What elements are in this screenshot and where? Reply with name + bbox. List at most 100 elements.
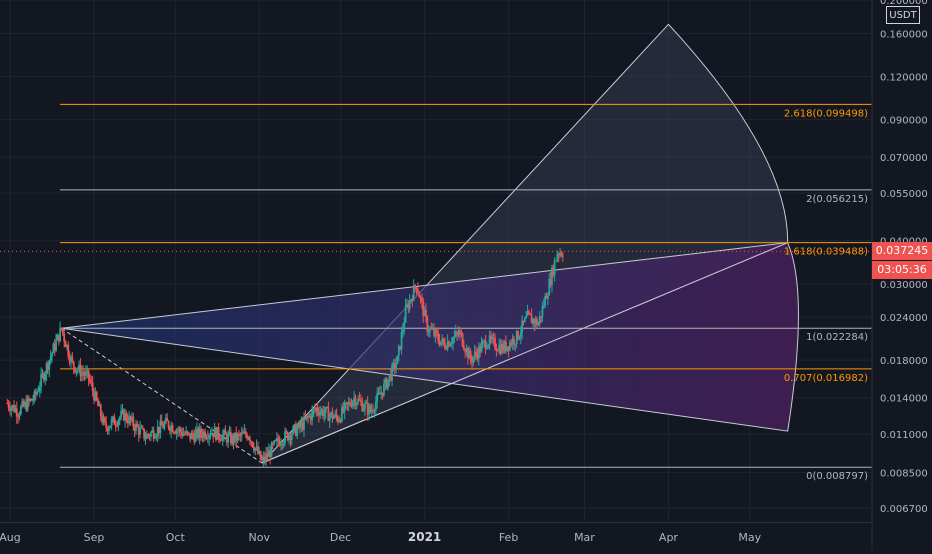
y-axis-tick-label: 0.160000 (880, 29, 928, 40)
candle-body (392, 363, 395, 366)
candle-body (391, 365, 393, 381)
candle-body (518, 336, 521, 339)
candle-body (387, 379, 389, 389)
candle-body (118, 417, 121, 421)
candle-body (510, 342, 513, 345)
fib-level-label: 0.707(0.016982) (784, 373, 868, 384)
candle-body (174, 432, 177, 434)
candle-body (288, 435, 290, 440)
fib-level-label: 2(0.056215) (806, 194, 868, 205)
candle-body (289, 435, 292, 440)
candle-body (71, 356, 74, 362)
candle-body (399, 346, 402, 350)
candle-body (227, 434, 230, 443)
candles (6, 247, 564, 468)
candle-body (128, 416, 131, 424)
candle-body (324, 407, 327, 413)
candle-body (452, 337, 454, 344)
candle-body (105, 422, 108, 428)
candle-body (17, 416, 20, 418)
candle-body (173, 432, 175, 434)
candle-body (122, 409, 125, 421)
candle-body (415, 287, 418, 290)
candle-body (492, 337, 495, 339)
y-axis-tick-label: 0.055000 (880, 189, 928, 200)
candle-body (102, 417, 105, 423)
candle-body (68, 356, 71, 363)
candle-body (124, 413, 127, 421)
candle-body (426, 316, 429, 332)
candle-body (396, 355, 399, 364)
candle-body (441, 338, 444, 342)
candle-body (108, 427, 110, 432)
candle-body (13, 405, 15, 412)
candle-body (32, 400, 34, 402)
candle-body (560, 253, 563, 256)
candle-body (341, 407, 343, 422)
candle-body (364, 403, 366, 409)
candle-body (193, 435, 196, 442)
candle-body (76, 369, 79, 371)
candle-body (270, 443, 273, 458)
candle-body (70, 356, 72, 363)
candle-body (311, 410, 314, 420)
candle-body (59, 327, 62, 342)
candle-body (319, 411, 322, 416)
fib-level-label: 1.618(0.039488) (784, 247, 868, 258)
candle-body (347, 402, 350, 404)
grid (0, 0, 872, 522)
candle-body (152, 430, 155, 439)
candle-body (51, 353, 53, 357)
candle-body (316, 407, 319, 413)
candle-body (372, 409, 374, 412)
candle-body (357, 399, 360, 404)
fib-speed-fan[interactable] (61, 23, 799, 464)
candle-body (453, 335, 456, 338)
candle-body (66, 344, 68, 348)
candle-body (381, 392, 384, 396)
candle-body (313, 409, 316, 411)
candle-body (205, 437, 208, 439)
candle-body (515, 330, 518, 344)
candle-body (197, 428, 200, 438)
candle-body (18, 414, 21, 417)
candle-body (418, 292, 421, 298)
candle-body (192, 432, 194, 436)
candle-body (19, 406, 22, 415)
candle-body (422, 301, 425, 317)
candle-body (201, 434, 204, 438)
candle-body (509, 342, 511, 351)
candle-body (234, 432, 236, 443)
candle-body (410, 299, 412, 301)
candle-body (38, 386, 41, 391)
candle-body (11, 405, 14, 408)
candle-body (486, 347, 488, 349)
candle-body (540, 316, 542, 318)
candle-body (559, 253, 561, 256)
fan-ray[interactable] (261, 242, 788, 464)
candle-body (183, 433, 186, 435)
currency-badge[interactable]: USDT (886, 6, 920, 24)
candle-body (74, 367, 76, 373)
candle-body (26, 398, 29, 411)
fib-level-label: 1(0.022284) (806, 332, 868, 343)
fan-trend-dashed[interactable] (61, 327, 263, 464)
candle-body (120, 411, 122, 418)
candle-body (236, 434, 239, 441)
candle-body (308, 415, 311, 417)
candle-body (408, 300, 411, 310)
candle-body (278, 441, 281, 446)
candle-body (517, 330, 519, 339)
x-axis-tick-label: Apr (659, 531, 679, 544)
candle-body (170, 425, 173, 432)
fib-levels[interactable]: 2.618(0.099498) 2(0.056215) 1.618(0.039488… (0, 103, 872, 482)
candle-body (389, 374, 392, 381)
candle-body (307, 416, 309, 418)
candle-body (113, 416, 116, 425)
candle-body (523, 317, 526, 323)
candle-body (465, 348, 468, 353)
candle-body (284, 431, 286, 443)
candle-body (555, 260, 557, 262)
